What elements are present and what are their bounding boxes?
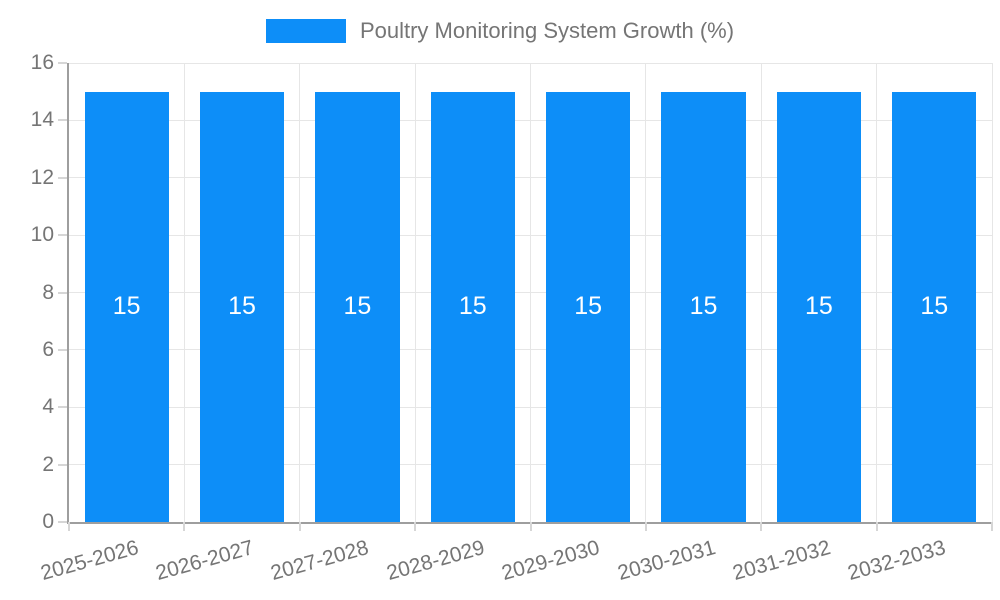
y-axis-tick: [58, 119, 67, 122]
x-axis-tick: [298, 522, 301, 531]
y-axis-tick: [58, 348, 67, 351]
bar-value-label: 15: [343, 292, 372, 321]
bar[interactable]: 15: [84, 91, 169, 522]
gridline-vertical: [183, 63, 185, 522]
y-axis-label: 4: [42, 395, 54, 419]
x-axis-tick: [529, 522, 532, 531]
legend-swatch[interactable]: [265, 19, 346, 43]
bar[interactable]: 15: [199, 91, 285, 522]
bar-value-label: 15: [112, 292, 141, 321]
x-axis-tick: [414, 522, 417, 531]
bar[interactable]: 15: [892, 91, 977, 522]
plot-area: 15 15 15 15 15 15 15 15: [67, 62, 993, 524]
bar[interactable]: 15: [776, 91, 862, 522]
y-axis-label: 0: [42, 510, 54, 533]
y-axis-label: 8: [42, 280, 54, 304]
x-axis-tick: [68, 522, 70, 531]
y-axis-label: 12: [30, 165, 54, 189]
y-axis-label: 14: [30, 108, 54, 132]
y-axis-tick: [58, 62, 67, 64]
bar-value-label: 15: [689, 292, 718, 321]
y-axis-tick: [58, 521, 67, 523]
x-axis-tick: [183, 522, 186, 531]
gridline-vertical: [991, 63, 993, 522]
y-axis-label: 16: [30, 51, 54, 74]
bar[interactable]: 15: [546, 91, 631, 522]
y-axis-tick: [58, 406, 67, 409]
y-axis-tick: [58, 234, 67, 237]
x-axis-tick: [991, 522, 993, 531]
x-axis-tick: [875, 522, 878, 531]
x-axis-tick: [644, 522, 647, 531]
y-axis-tick: [58, 463, 67, 466]
bar[interactable]: 15: [661, 91, 746, 522]
gridline-vertical: [530, 63, 531, 522]
y-axis-label: 6: [42, 337, 54, 361]
bar-value-label: 15: [574, 292, 603, 321]
y-axis-label: 10: [30, 223, 54, 247]
bar-value-label: 15: [920, 292, 949, 321]
bar[interactable]: 15: [315, 91, 400, 522]
legend-label: Poultry Monitoring System Growth (%): [359, 18, 735, 43]
gridline-vertical: [876, 63, 878, 522]
gridline-vertical: [299, 63, 301, 522]
legend[interactable]: Poultry Monitoring System Growth (%): [0, 14, 1000, 48]
gridline-vertical: [645, 63, 647, 522]
gridline-vertical: [760, 63, 762, 522]
y-axis-line: [67, 63, 69, 522]
gridline-vertical: [414, 63, 416, 522]
y-axis-label: 2: [42, 452, 54, 476]
x-axis-tick: [760, 522, 763, 531]
bar[interactable]: 15: [430, 91, 515, 522]
y-axis-tick: [58, 176, 67, 179]
bar-value-label: 15: [228, 292, 256, 321]
y-axis-tick: [58, 291, 67, 294]
bar-value-label: 15: [805, 292, 833, 321]
bar-value-label: 15: [458, 292, 487, 321]
